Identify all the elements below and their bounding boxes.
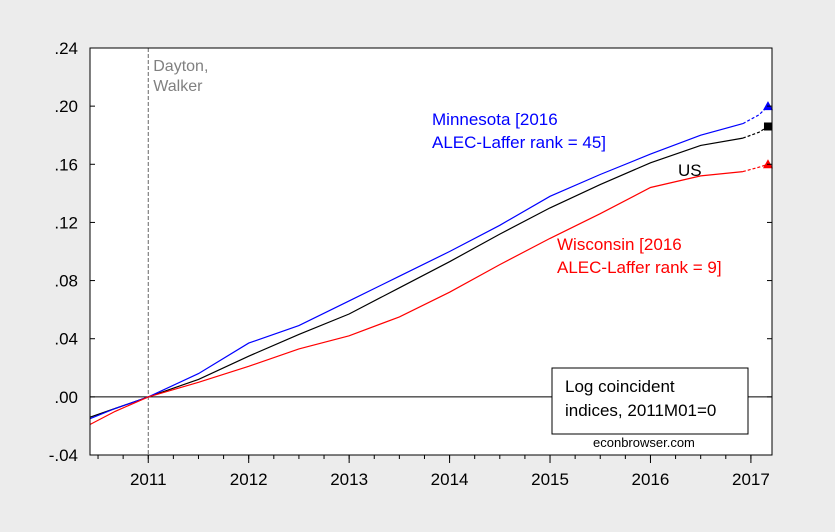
series-line-us	[89, 137, 744, 418]
x-axis: 2011 2012 2013 2014 2015 2016 2017	[97, 455, 770, 489]
y-tick-label: .12	[54, 213, 78, 232]
series-label-wi: Wisconsin [2016	[557, 235, 682, 254]
x-tick-label: 2012	[230, 470, 268, 489]
series-label-us: US	[678, 161, 702, 180]
y-tick-label: .00	[54, 388, 78, 407]
plot-frame	[89, 47, 773, 456]
y-tick-label: .08	[54, 272, 78, 291]
legend-box-line-2: indices, 2011M01=0	[565, 401, 716, 420]
series-label-wi: ALEC-Laffer rank = 9]	[557, 258, 722, 277]
y-tick-label: .16	[54, 155, 78, 174]
event-label-line: Dayton,	[153, 58, 208, 75]
y-tick-label: .04	[54, 330, 78, 349]
legend-box: Log coincident indices, 2011M01=0	[551, 367, 749, 435]
annotations: US Minnesota [2016 ALEC-Laffer rank = 45] W…	[432, 110, 722, 277]
x-tick-label: 2017	[732, 470, 770, 489]
y-tick-label: .24	[54, 39, 78, 58]
series-group	[89, 101, 773, 426]
y-tick-label: -.04	[49, 446, 78, 465]
x-tick-label: 2014	[431, 470, 469, 489]
series-label-mn: Minnesota [2016	[432, 110, 558, 129]
event-line-group: Dayton, Walker	[147, 48, 208, 455]
series-line-wi	[89, 171, 743, 426]
x-tick-label: 2016	[632, 470, 670, 489]
y-axis: -.04 .00 .04 .08 .12 .16 .20 .24	[49, 39, 772, 465]
series-marker-us	[763, 122, 772, 131]
legend-box-line-1: Log coincident	[565, 377, 675, 396]
x-tick-label: 2011	[130, 470, 167, 489]
event-label-line: Walker	[153, 78, 203, 95]
x-tick-label: 2013	[330, 470, 368, 489]
watermark: econbrowser.com	[593, 435, 695, 450]
series-line-mn	[89, 123, 744, 420]
x-tick-label: 2015	[531, 470, 569, 489]
series-forecast-us	[742, 125, 769, 139]
legend-box-frame	[551, 367, 749, 435]
y-tick-label: .20	[54, 97, 78, 116]
series-label-mn: ALEC-Laffer rank = 45]	[432, 133, 606, 152]
